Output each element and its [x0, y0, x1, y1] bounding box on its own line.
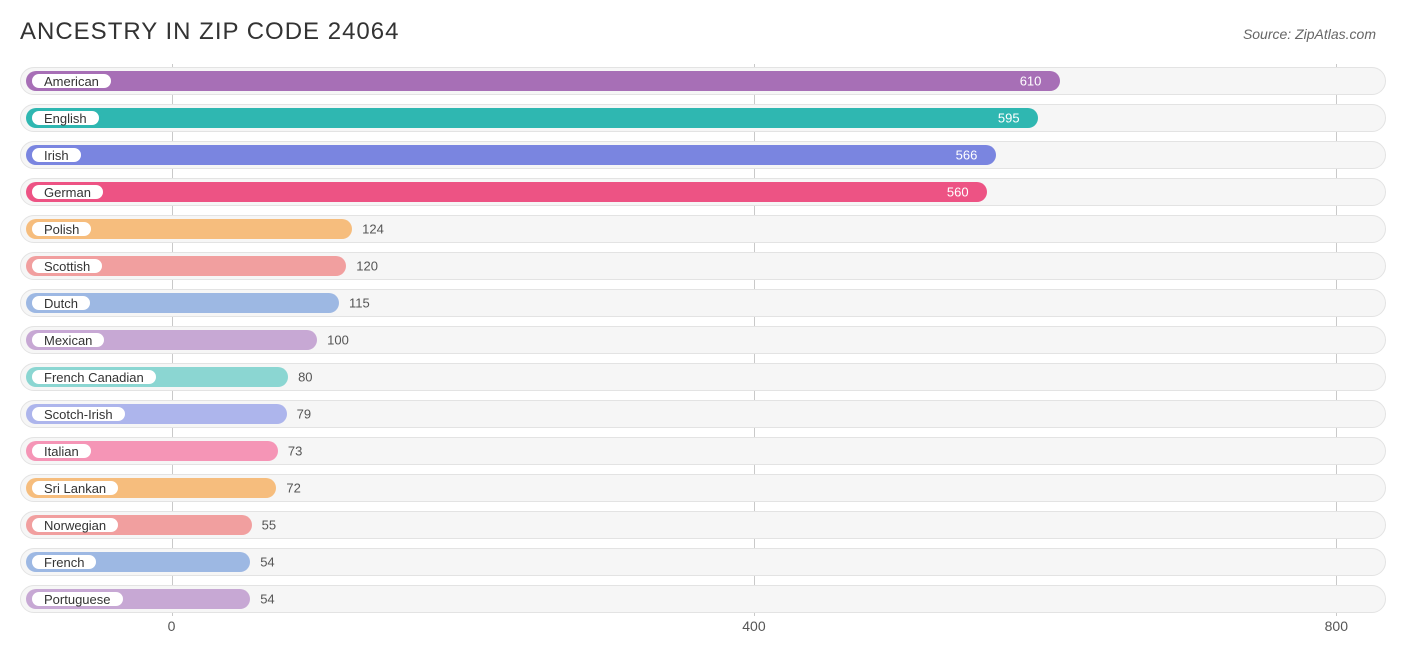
value-label: 610 — [1020, 74, 1042, 89]
value-label: 100 — [327, 333, 349, 348]
chart-container: ANCESTRY IN ZIP CODE 24064 Source: ZipAt… — [0, 0, 1406, 644]
bar-row: German 560 — [20, 175, 1386, 209]
bar-row: English 595 — [20, 101, 1386, 135]
category-pill: American — [30, 72, 113, 90]
value-label: 560 — [947, 185, 969, 200]
bar-row: Scotch-Irish 79 — [20, 397, 1386, 431]
category-pill: Dutch — [30, 294, 92, 312]
category-pill: Sri Lankan — [30, 479, 120, 497]
category-pill: Portuguese — [30, 590, 125, 608]
x-tick: 800 — [1325, 618, 1348, 634]
value-label: 566 — [956, 148, 978, 163]
category-pill: Irish — [30, 146, 83, 164]
value-label: 54 — [260, 592, 274, 607]
bar — [26, 71, 1060, 91]
value-label: 595 — [998, 111, 1020, 126]
category-pill: French Canadian — [30, 368, 158, 386]
x-tick: 0 — [168, 618, 176, 634]
bar-row: French 54 — [20, 545, 1386, 579]
bar — [26, 182, 987, 202]
value-label: 124 — [362, 222, 384, 237]
bar-row: Portuguese 54 — [20, 582, 1386, 616]
value-label: 54 — [260, 555, 274, 570]
chart-header: ANCESTRY IN ZIP CODE 24064 Source: ZipAt… — [20, 18, 1386, 46]
category-pill: Scottish — [30, 257, 104, 275]
bar-row: Norwegian 55 — [20, 508, 1386, 542]
category-pill: English — [30, 109, 101, 127]
value-label: 72 — [286, 481, 300, 496]
bar-row: French Canadian 80 — [20, 360, 1386, 394]
category-pill: French — [30, 553, 98, 571]
category-pill: German — [30, 183, 105, 201]
bar-row: Dutch 115 — [20, 286, 1386, 320]
value-label: 73 — [288, 444, 302, 459]
bar-row: Italian 73 — [20, 434, 1386, 468]
chart-title: ANCESTRY IN ZIP CODE 24064 — [20, 18, 399, 46]
value-label: 120 — [356, 259, 378, 274]
x-tick: 400 — [742, 618, 765, 634]
value-label: 115 — [349, 296, 370, 311]
bar-row: American 610 — [20, 64, 1386, 98]
bar — [26, 108, 1038, 128]
bar-row: Sri Lankan 72 — [20, 471, 1386, 505]
category-pill: Mexican — [30, 331, 106, 349]
category-pill: Italian — [30, 442, 93, 460]
chart-source: Source: ZipAtlas.com — [1243, 26, 1376, 42]
bar — [26, 145, 996, 165]
bar-row: Irish 566 — [20, 138, 1386, 172]
plot-area: American 610 English 595 Irish 566 German 560 Po… — [20, 64, 1386, 648]
bar-row: Mexican 100 — [20, 323, 1386, 357]
bar-row: Polish 124 — [20, 212, 1386, 246]
category-pill: Polish — [30, 220, 93, 238]
category-pill: Scotch-Irish — [30, 405, 127, 423]
bars-layer: American 610 English 595 Irish 566 German 560 Po… — [20, 64, 1386, 616]
value-label: 80 — [298, 370, 312, 385]
value-label: 55 — [262, 518, 276, 533]
category-pill: Norwegian — [30, 516, 120, 534]
bar-row: Scottish 120 — [20, 249, 1386, 283]
value-label: 79 — [297, 407, 311, 422]
